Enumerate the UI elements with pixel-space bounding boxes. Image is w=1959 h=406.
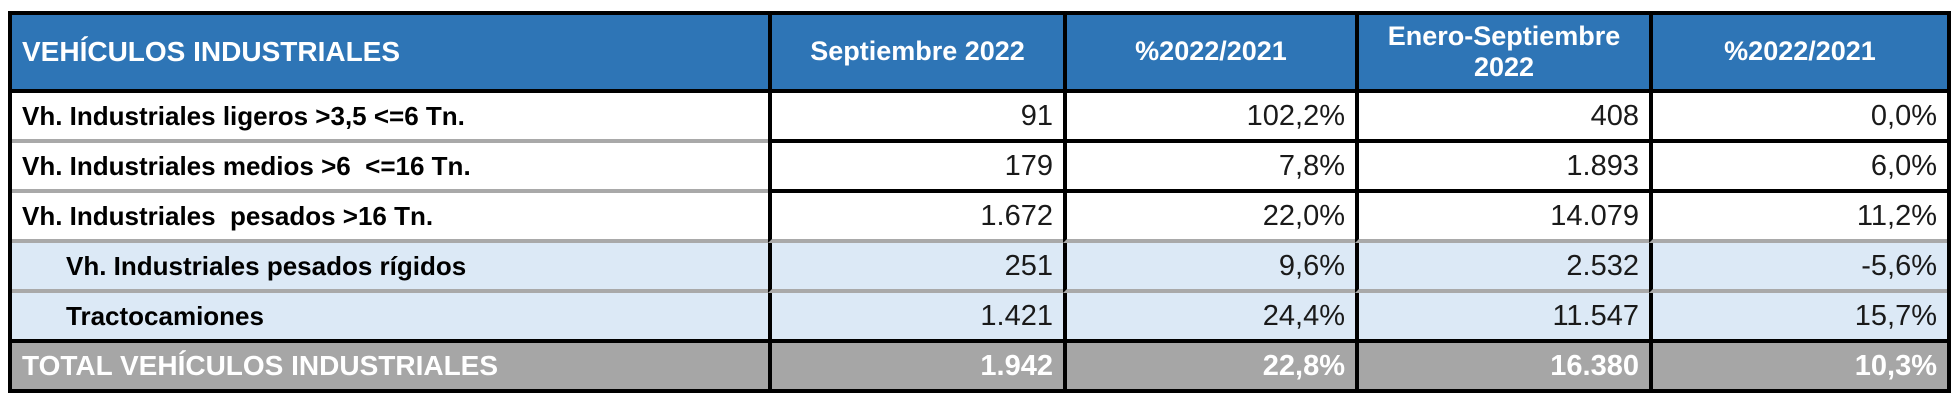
cell-month-pct: 9,6%	[1063, 243, 1355, 293]
table-row-pesados: Vh. Industriales pesados >16 Tn. 1.672 2…	[12, 193, 1947, 243]
total-ytd-units: 16.380	[1355, 343, 1649, 389]
row-label: Vh. Industriales pesados >16 Tn.	[12, 193, 768, 243]
cell-month-units: 251	[768, 243, 1063, 293]
cell-ytd-units: 408	[1355, 93, 1649, 143]
industrial-vehicles-table: VEHÍCULOS INDUSTRIALES Septiembre 2022 %…	[8, 11, 1951, 393]
cell-month-units: 91	[768, 93, 1063, 143]
row-label: Vh. Industriales pesados rígidos	[12, 243, 768, 293]
total-month-pct: 22,8%	[1063, 343, 1355, 389]
total-month-units: 1.942	[768, 343, 1063, 389]
cell-ytd-units: 2.532	[1355, 243, 1649, 293]
table-row-tractocamiones: Tractocamiones 1.421 24,4% 11.547 15,7%	[12, 293, 1947, 343]
total-row: TOTAL VEHÍCULOS INDUSTRIALES 1.942 22,8%…	[12, 343, 1947, 389]
cell-ytd-pct: 15,7%	[1649, 293, 1947, 343]
cell-ytd-pct: 0,0%	[1649, 93, 1947, 143]
col-header-septiembre-2022: Septiembre 2022	[768, 15, 1063, 93]
row-label: Vh. Industriales medios >6 <=16 Tn.	[12, 143, 768, 193]
table-row-medios: Vh. Industriales medios >6 <=16 Tn. 179 …	[12, 143, 1947, 193]
table-row-ligeros: Vh. Industriales ligeros >3,5 <=6 Tn. 91…	[12, 93, 1947, 143]
row-label: Vh. Industriales ligeros >3,5 <=6 Tn.	[12, 93, 768, 143]
total-label: TOTAL VEHÍCULOS INDUSTRIALES	[12, 343, 768, 389]
cell-ytd-pct: -5,6%	[1649, 243, 1947, 293]
cell-ytd-units: 11.547	[1355, 293, 1649, 343]
cell-ytd-pct: 11,2%	[1649, 193, 1947, 243]
cell-month-units: 1.421	[768, 293, 1063, 343]
cell-month-units: 179	[768, 143, 1063, 193]
cell-ytd-units: 1.893	[1355, 143, 1649, 193]
row-label: Tractocamiones	[12, 293, 768, 343]
table-row-pesados-rigidos: Vh. Industriales pesados rígidos 251 9,6…	[12, 243, 1947, 293]
cell-ytd-units: 14.079	[1355, 193, 1649, 243]
col-header-enero-septiembre-2022: Enero-Septiembre 2022	[1355, 15, 1649, 93]
cell-month-pct: 102,2%	[1063, 93, 1355, 143]
cell-ytd-pct: 6,0%	[1649, 143, 1947, 193]
col-header-pct-month: %2022/2021	[1063, 15, 1355, 93]
col-header-pct-ytd: %2022/2021	[1649, 15, 1947, 93]
cell-month-pct: 22,0%	[1063, 193, 1355, 243]
cell-month-pct: 7,8%	[1063, 143, 1355, 193]
cell-month-pct: 24,4%	[1063, 293, 1355, 343]
total-ytd-pct: 10,3%	[1649, 343, 1947, 389]
table-title: VEHÍCULOS INDUSTRIALES	[12, 15, 768, 93]
cell-month-units: 1.672	[768, 193, 1063, 243]
header-row: VEHÍCULOS INDUSTRIALES Septiembre 2022 %…	[12, 15, 1947, 93]
